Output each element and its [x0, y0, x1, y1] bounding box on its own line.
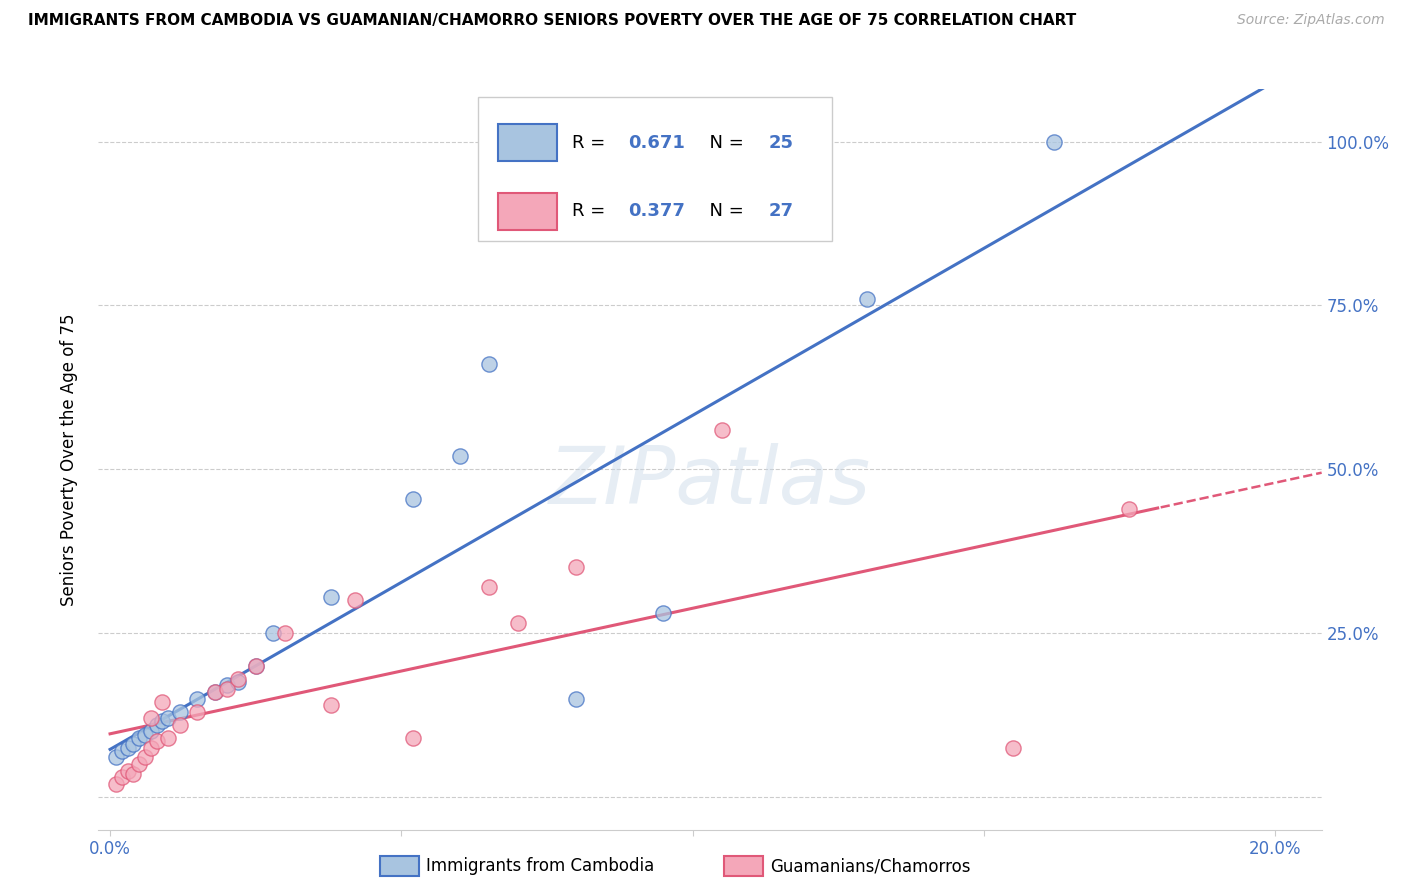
- Text: N =: N =: [697, 202, 749, 220]
- Point: [157, 731, 180, 745]
- Point: [215, 678, 238, 692]
- Point: [186, 705, 208, 719]
- Text: ZIPatlas: ZIPatlas: [548, 442, 872, 521]
- Point: [169, 717, 191, 731]
- Point: [111, 770, 134, 784]
- Point: [145, 717, 167, 731]
- Point: [565, 691, 588, 706]
- Point: [145, 734, 167, 748]
- Point: [117, 740, 139, 755]
- Point: [506, 616, 529, 631]
- Text: R =: R =: [572, 202, 610, 220]
- Point: [1042, 135, 1064, 149]
- Point: [152, 695, 174, 709]
- FancyBboxPatch shape: [478, 96, 832, 241]
- Point: [478, 357, 501, 371]
- Text: N =: N =: [697, 134, 749, 152]
- Point: [157, 711, 180, 725]
- Point: [117, 764, 139, 778]
- Point: [343, 593, 366, 607]
- Point: [204, 685, 226, 699]
- Point: [449, 449, 471, 463]
- Point: [652, 607, 675, 621]
- Point: [134, 750, 156, 764]
- Point: [402, 731, 425, 745]
- Point: [215, 681, 238, 696]
- Point: [104, 750, 127, 764]
- Text: 0.377: 0.377: [628, 202, 685, 220]
- Point: [122, 767, 145, 781]
- Point: [226, 675, 249, 690]
- Text: 0.671: 0.671: [628, 134, 685, 152]
- Point: [402, 491, 425, 506]
- FancyBboxPatch shape: [498, 124, 557, 161]
- Point: [139, 740, 162, 755]
- Point: [1118, 501, 1140, 516]
- Point: [262, 626, 284, 640]
- Point: [274, 626, 297, 640]
- Y-axis label: Seniors Poverty Over the Age of 75: Seniors Poverty Over the Age of 75: [59, 313, 77, 606]
- Point: [104, 777, 127, 791]
- Point: [186, 691, 208, 706]
- Point: [139, 724, 162, 739]
- Point: [204, 685, 226, 699]
- Point: [128, 731, 150, 745]
- Point: [226, 672, 249, 686]
- Point: [111, 744, 134, 758]
- Point: [321, 698, 343, 712]
- FancyBboxPatch shape: [498, 193, 557, 230]
- Point: [169, 705, 191, 719]
- Text: Source: ZipAtlas.com: Source: ZipAtlas.com: [1237, 13, 1385, 28]
- Point: [122, 738, 145, 752]
- Point: [478, 580, 501, 594]
- Point: [152, 714, 174, 729]
- Text: IMMIGRANTS FROM CAMBODIA VS GUAMANIAN/CHAMORRO SENIORS POVERTY OVER THE AGE OF 7: IMMIGRANTS FROM CAMBODIA VS GUAMANIAN/CH…: [28, 13, 1077, 29]
- Point: [565, 560, 588, 574]
- Text: Immigrants from Cambodia: Immigrants from Cambodia: [426, 857, 654, 875]
- Point: [1001, 740, 1024, 755]
- Point: [321, 590, 343, 604]
- Text: 25: 25: [769, 134, 794, 152]
- Point: [128, 757, 150, 772]
- Point: [134, 727, 156, 741]
- Point: [710, 423, 733, 437]
- Text: Guamanians/Chamorros: Guamanians/Chamorros: [770, 857, 972, 875]
- Text: 27: 27: [769, 202, 794, 220]
- Point: [245, 658, 267, 673]
- Point: [245, 658, 267, 673]
- Point: [856, 292, 879, 306]
- Text: R =: R =: [572, 134, 610, 152]
- Point: [139, 711, 162, 725]
